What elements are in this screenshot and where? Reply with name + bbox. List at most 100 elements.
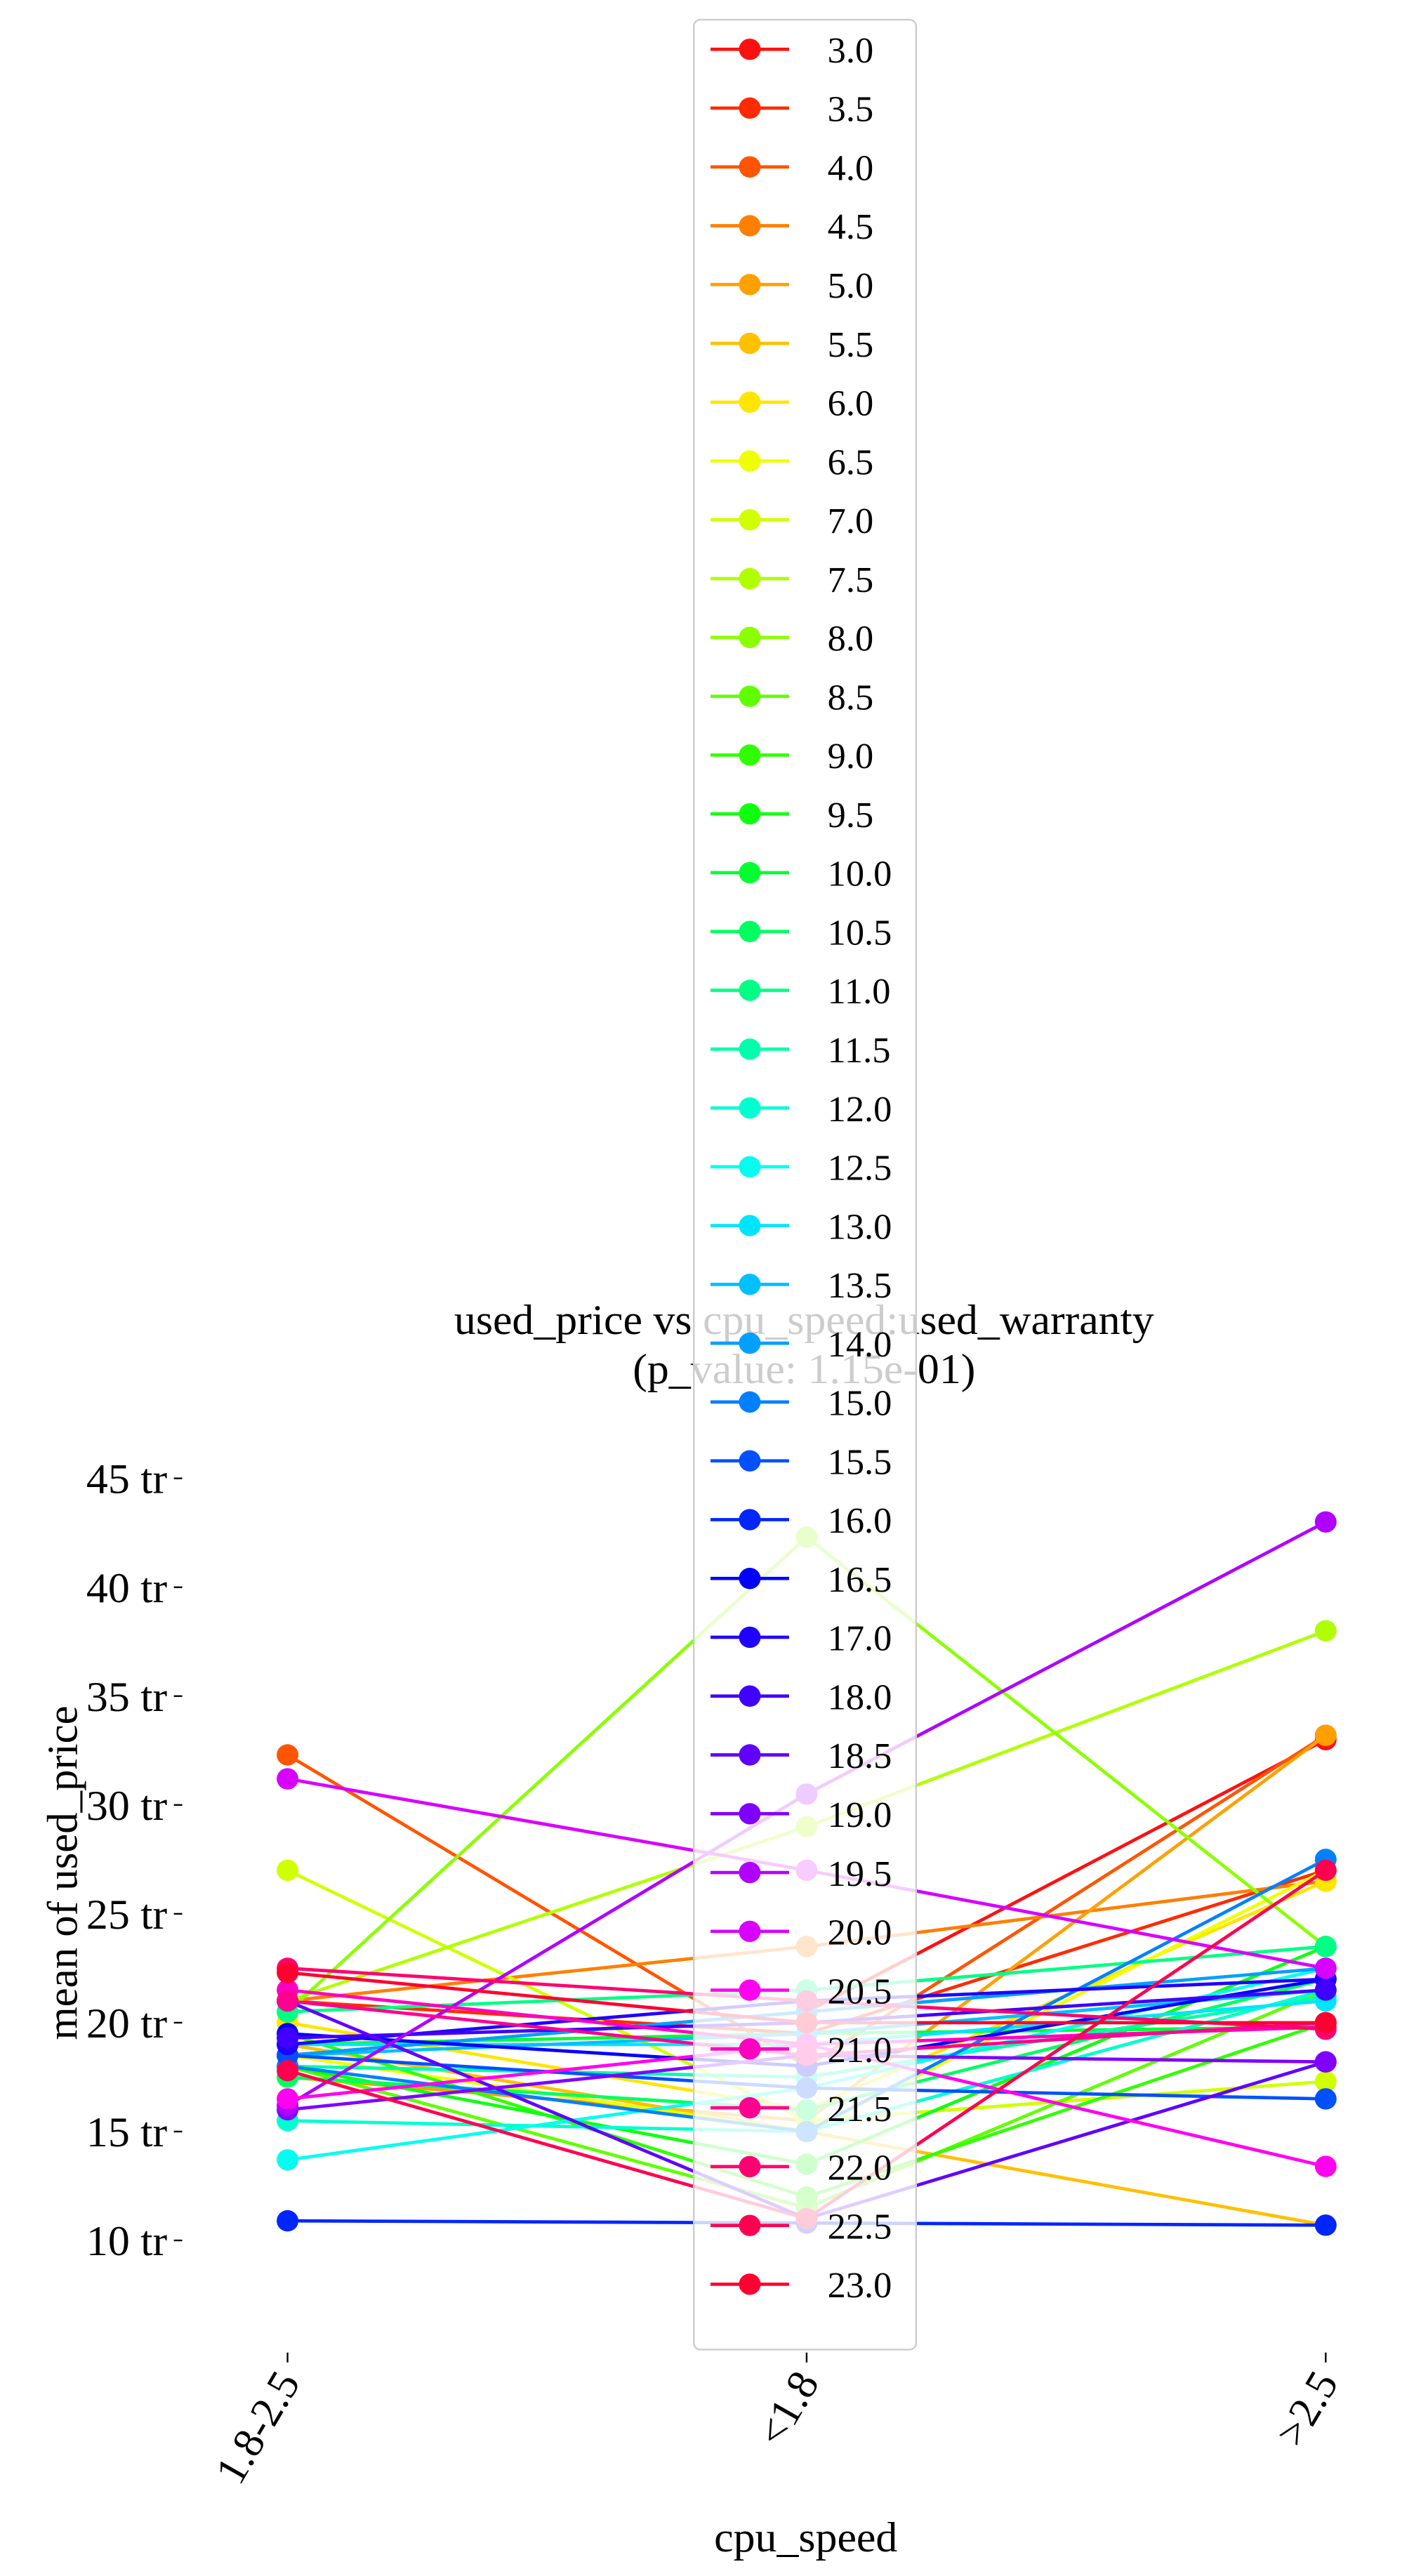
data-point (1314, 1859, 1337, 1882)
legend-marker (739, 626, 761, 649)
legend-marker (739, 38, 761, 60)
legend-label: 5.0 (828, 266, 873, 305)
legend-marker (739, 450, 761, 472)
legend-label: 22.0 (828, 2148, 892, 2188)
data-point (1314, 1979, 1337, 2001)
legend-marker (739, 1567, 761, 1590)
x-tick-label: <1.8 (748, 2363, 829, 2454)
legend-marker (739, 2273, 761, 2295)
legend-label: 8.5 (828, 678, 873, 718)
legend-marker (739, 1332, 761, 1354)
data-point (1314, 1620, 1337, 1642)
legend-marker (739, 274, 761, 296)
legend: 3.0 3.5 4.0 4.5 5.0 5.5 6.0 6.5 7.0 7.5 8.0 8.5 9.0 9… (692, 18, 918, 2351)
data-point (277, 2149, 299, 2171)
y-tick-label: 10 tr (86, 2218, 167, 2265)
legend-label: 21.5 (828, 2089, 892, 2129)
data-point (1314, 1936, 1337, 1957)
legend-label: 7.0 (828, 501, 873, 541)
legend-label: 9.0 (828, 737, 873, 777)
x-tick-label: 1.8-2.5 (206, 2363, 310, 2492)
legend-label: 3.5 (828, 90, 873, 129)
data-point (277, 1859, 299, 1882)
legend-marker (739, 1509, 761, 1531)
legend-label: 11.0 (828, 972, 891, 1012)
legend-label: 11.5 (828, 1031, 891, 1070)
legend-marker (739, 1391, 761, 1413)
legend-marker (739, 1920, 761, 1943)
legend-marker (739, 744, 761, 766)
legend-label: 15.5 (828, 1443, 892, 1483)
legend-label: 18.5 (828, 1737, 892, 1776)
legend-label: 19.5 (828, 1854, 892, 1894)
y-tick-label: 30 tr (86, 1782, 167, 1829)
legend-marker (739, 1097, 761, 1119)
legend-label: 3.0 (828, 31, 873, 70)
data-point (277, 1962, 299, 1983)
legend-marker (739, 1038, 761, 1060)
legend-label: 22.5 (828, 2207, 892, 2247)
legend-label: 18.0 (828, 1678, 892, 1717)
data-point (1314, 2214, 1337, 2236)
legend-label: 12.5 (828, 1149, 892, 1188)
legend-label: 13.0 (828, 1208, 892, 1247)
legend-marker (739, 1744, 761, 1766)
legend-label: 16.0 (828, 1502, 892, 1541)
legend-marker (739, 685, 761, 707)
legend-marker (739, 1215, 761, 1236)
y-tick-label: 20 tr (86, 2000, 167, 2047)
legend-marker (739, 979, 761, 1001)
legend-marker (739, 332, 761, 355)
data-point (277, 2059, 299, 2082)
data-point (277, 2027, 299, 2049)
legend-label: 4.0 (828, 149, 873, 188)
data-point (277, 1990, 299, 2012)
legend-label: 6.0 (828, 384, 873, 423)
y-tick-label: 45 tr (86, 1455, 167, 1502)
legend-label: 14.0 (828, 1325, 892, 1364)
data-point (1314, 1724, 1337, 1746)
legend-box (692, 18, 918, 2351)
legend-label: 20.0 (828, 1913, 892, 1953)
y-axis-label: mean of used_price (39, 1705, 87, 2040)
data-point (1314, 2070, 1337, 2092)
legend-marker (739, 2096, 761, 2119)
legend-marker (739, 1274, 761, 1295)
legend-marker (739, 2038, 761, 2060)
legend-marker (739, 1685, 761, 1707)
legend-label: 13.5 (828, 1266, 892, 1305)
y-tick-label: 35 tr (86, 1673, 167, 1720)
legend-label: 10.5 (828, 913, 892, 953)
legend-marker (739, 2155, 761, 2178)
legend-marker (739, 920, 761, 942)
data-point (277, 2088, 299, 2110)
legend-marker (739, 1450, 761, 1472)
x-axis-label: cpu_speed (714, 2514, 897, 2561)
legend-marker (739, 567, 761, 590)
y-tick-label: 15 tr (86, 2109, 167, 2156)
legend-label: 10.0 (828, 854, 892, 894)
legend-marker (739, 97, 761, 119)
data-point (1314, 2155, 1337, 2177)
data-point (1314, 2012, 1337, 2034)
data-point (1314, 2088, 1337, 2110)
legend-label: 4.5 (828, 208, 873, 247)
data-point (277, 2210, 299, 2232)
data-point (277, 1744, 299, 1766)
legend-marker (739, 509, 761, 531)
legend-label: 21.0 (828, 2030, 892, 2070)
legend-label: 19.0 (828, 1795, 892, 1835)
legend-label: 17.0 (828, 1619, 892, 1659)
legend-label: 8.0 (828, 619, 873, 659)
legend-label: 16.5 (828, 1560, 892, 1599)
data-point (1314, 2051, 1337, 2073)
x-tick-label: >2.5 (1267, 2363, 1348, 2454)
legend-label: 7.5 (828, 560, 873, 600)
legend-label: 12.0 (828, 1090, 892, 1129)
legend-label: 5.5 (828, 325, 873, 364)
legend-marker (739, 391, 761, 414)
legend-label: 23.0 (828, 2266, 892, 2306)
legend-marker (739, 156, 761, 178)
legend-label: 20.5 (828, 1972, 892, 2012)
legend-marker (739, 2214, 761, 2236)
